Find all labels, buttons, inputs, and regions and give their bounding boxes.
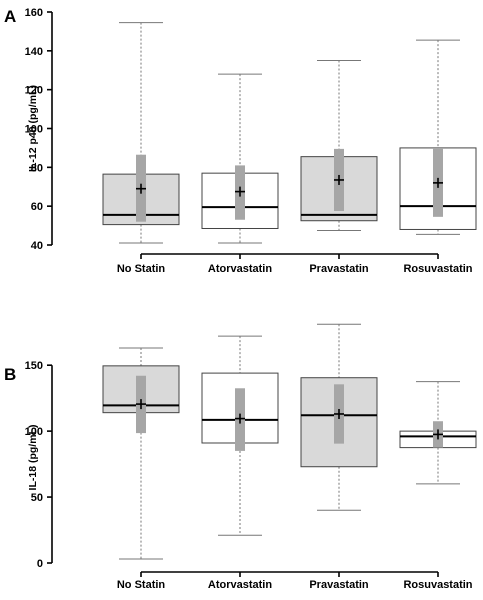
y-axis-label: IL-12 p40 (pg/mL) xyxy=(27,85,39,172)
x-category-label: Atorvastatin xyxy=(208,263,272,275)
box-group xyxy=(201,73,279,244)
box-group xyxy=(102,347,180,560)
y-tick-label: 40 xyxy=(31,240,43,252)
y-tick-label: 120 xyxy=(25,85,43,97)
x-category-label: Rosuvastatin xyxy=(403,579,472,591)
panel-a-plot: 40 60 80 100 120 140 160 IL-12 p40 (pg/mL) No St… xyxy=(25,7,477,275)
y-tick-label: 150 xyxy=(25,360,43,372)
panel-b-plot: 0 50 100 150 IL-18 (pg/mL) No Statin Atorvasta… xyxy=(25,323,477,591)
box-group xyxy=(300,323,378,511)
y-tick-label: 160 xyxy=(25,7,43,19)
x-category-label: Pravastatin xyxy=(309,579,369,591)
y-tick-label: 140 xyxy=(25,46,43,58)
y-tick-label: 80 xyxy=(31,162,43,174)
box-group xyxy=(201,335,279,536)
y-axis-label: IL-18 (pg/mL) xyxy=(27,425,39,491)
y-tick-label: 0 xyxy=(37,558,43,570)
x-category-label: Pravastatin xyxy=(309,263,369,275)
x-category-label: Rosuvastatin xyxy=(403,263,472,275)
panel-a-letter: A xyxy=(4,7,16,26)
y-tick-label: 100 xyxy=(25,426,43,438)
box-group xyxy=(300,60,378,231)
panel-b-letter: B xyxy=(4,365,16,384)
y-tick-label: 60 xyxy=(31,201,43,213)
y-tick-label: 50 xyxy=(31,492,43,504)
x-category-label: No Statin xyxy=(117,579,166,591)
box-group xyxy=(399,39,477,235)
y-tick-label: 100 xyxy=(25,124,43,136)
box-group xyxy=(399,381,477,485)
box-group xyxy=(102,22,180,244)
x-category-label: No Statin xyxy=(117,263,166,275)
x-category-label: Atorvastatin xyxy=(208,579,272,591)
